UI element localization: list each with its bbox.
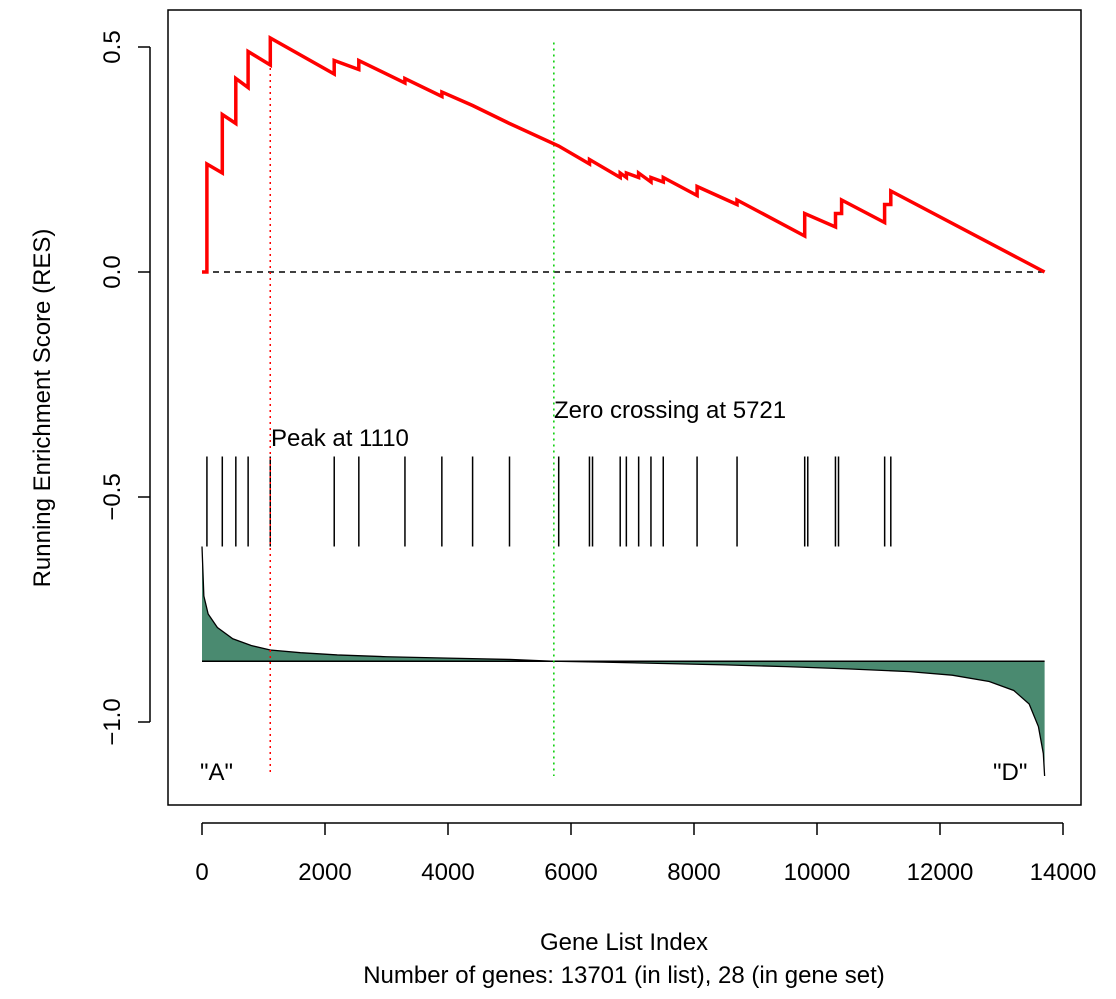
peak-annotation: Peak at 1110	[271, 425, 409, 452]
x-tick-label: 12000	[907, 859, 974, 886]
res-series-line	[202, 35, 1046, 274]
right-end-label: "D"	[993, 759, 1027, 786]
x-tick-label: 0	[195, 859, 208, 886]
y-axis: 0.5 0.0 −0.5 −1.0	[99, 30, 151, 746]
reference-lines	[202, 38, 1045, 776]
x-tick-label: 14000	[1030, 859, 1097, 886]
plot-frame	[167, 9, 1082, 806]
gene-set-hit-ticks	[206, 456, 892, 547]
running-enrichment-line	[202, 35, 1046, 274]
y-tick-label: 0.0	[99, 255, 126, 288]
x-axis: 0 2000 4000 6000 8000 10000 12000 14000	[195, 822, 1097, 886]
ranked-metric-area	[201, 546, 1046, 777]
x-tick-label: 10000	[784, 859, 851, 886]
zero-crossing-annotation: Zero crossing at 5721	[554, 397, 786, 424]
y-tick-label: −0.5	[99, 473, 126, 520]
x-tick-label: 4000	[421, 859, 474, 886]
y-axis-title: Running Enrichment Score (RES)	[29, 229, 56, 588]
x-axis-title: Gene List Index	[540, 929, 708, 956]
left-end-label: "A"	[200, 759, 233, 786]
x-axis-subtitle: Number of genes: 13701 (in list), 28 (in…	[363, 962, 885, 989]
x-tick-label: 8000	[667, 859, 720, 886]
y-tick-label: −1.0	[99, 698, 126, 745]
y-tick-label: 0.5	[99, 30, 126, 63]
x-tick-label: 2000	[298, 859, 351, 886]
x-tick-label: 6000	[544, 859, 597, 886]
